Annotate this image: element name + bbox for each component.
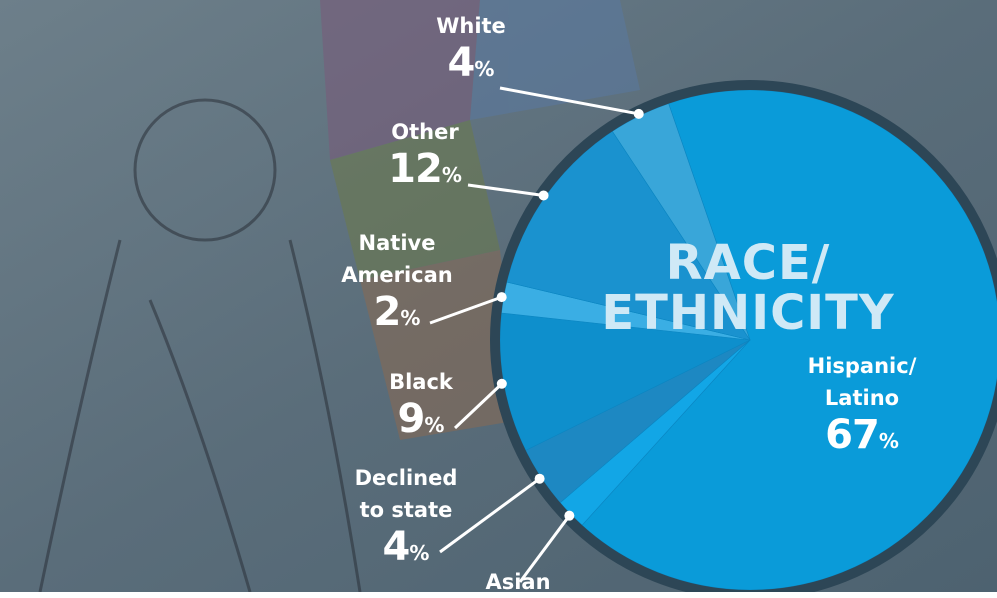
- leader-dot: [497, 292, 507, 302]
- chart-title: RACE/ ETHNICITY: [598, 238, 898, 338]
- category-label: Black: [356, 366, 486, 398]
- value-label: 4%: [341, 526, 471, 574]
- value-label: 67%: [792, 414, 932, 462]
- category-label: White: [406, 10, 536, 42]
- value-label: 2%: [332, 291, 462, 339]
- value-label: 9%: [356, 398, 486, 446]
- category-label: Hispanic/ Latino: [792, 350, 932, 414]
- leader-dot: [539, 190, 549, 200]
- value-label: 12%: [360, 148, 490, 196]
- category-label: Asian: [453, 566, 583, 598]
- leader-dot: [564, 511, 574, 521]
- page: RACE/ ETHNICITY Hispanic/ Latino67%Asian…: [0, 0, 997, 592]
- leader-dot: [535, 474, 545, 484]
- category-label: Native American: [332, 227, 462, 291]
- category-label: Other: [360, 116, 490, 148]
- value-label: 4%: [406, 42, 536, 90]
- slice-label: Asian: [453, 566, 583, 598]
- leader-dot: [497, 379, 507, 389]
- category-label: Declined to state: [341, 462, 471, 526]
- leader-dot: [634, 109, 644, 119]
